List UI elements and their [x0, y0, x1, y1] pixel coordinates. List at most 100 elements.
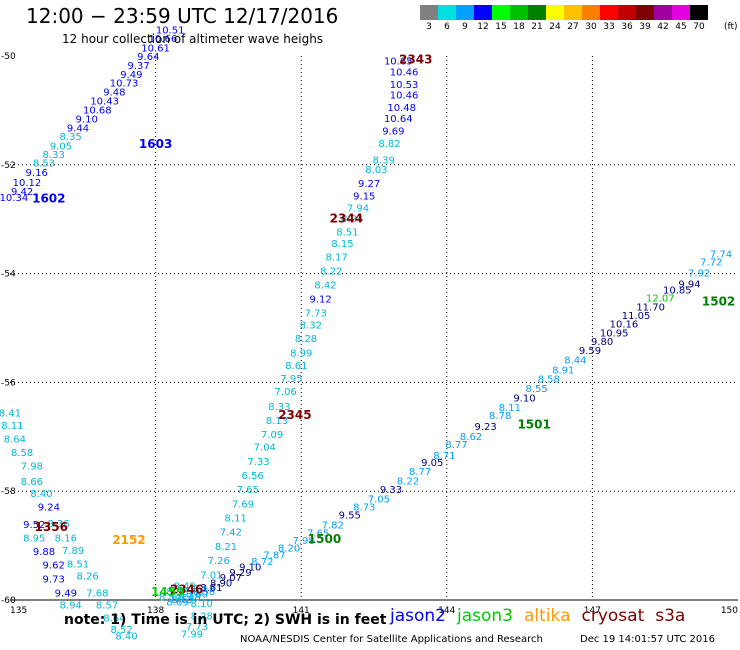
data-point-label: 9.15 [353, 191, 375, 202]
data-point-label: 9.62 [43, 561, 65, 572]
data-point-label: 7.82 [322, 520, 344, 531]
data-point-label: 8.64 [4, 435, 26, 446]
data-point-label: 10.51 [156, 25, 185, 36]
data-point-label: 10.34 [0, 193, 28, 204]
data-point-label: 8.15 [331, 239, 353, 250]
pass-time-label: 2152 [112, 533, 145, 547]
data-point-label: 10.65 [384, 56, 413, 67]
data-point-label: 7.65 [237, 485, 259, 496]
data-point-label: 7.98 [21, 462, 43, 473]
data-point-label: 8.11 [225, 513, 247, 524]
color-scale-label: 21 [531, 22, 543, 32]
data-point-label: 7.89 [62, 546, 84, 557]
data-point-label: 8.12 [193, 584, 215, 595]
data-point-label: 7.73 [305, 308, 327, 319]
data-point-label: 7.65 [307, 529, 329, 540]
data-point-label: 8.26 [77, 572, 99, 583]
data-point-label: 9.88 [33, 547, 55, 558]
data-point-label: 10.61 [141, 43, 170, 54]
data-point-label: 8.11 [1, 421, 23, 432]
data-point-label: 8.24 [341, 214, 363, 225]
data-point-label: 8.52 [110, 625, 132, 636]
data-point-label: 9.05 [421, 458, 443, 469]
data-point-label: 10.73 [110, 79, 139, 90]
legend-item-jason2: jason2 [390, 606, 446, 626]
data-point-label: 9.44 [67, 123, 89, 134]
data-point-label: 8.10 [191, 599, 213, 610]
data-point-label: 9.29 [229, 568, 251, 579]
data-point-label: 9.52 [23, 520, 45, 531]
data-point-label: 8.32 [300, 320, 322, 331]
data-point-label: 8.44 [564, 356, 586, 367]
y-tick-label: -58 [1, 487, 16, 497]
data-point-label: 8.28 [295, 334, 317, 345]
data-point-label: 8.72 [251, 557, 273, 568]
color-scale-label: 42 [657, 22, 669, 32]
legend-item-altika: altika [524, 606, 571, 626]
color-scale-label: 6 [444, 22, 450, 32]
data-point-label: 10.66 [149, 34, 178, 45]
color-scale-label: 30 [585, 22, 597, 32]
data-point-label: 9.94 [678, 279, 700, 290]
pass-time-label: 1459 [151, 585, 184, 599]
data-point-label: 8.71 [433, 451, 455, 462]
data-point-label: 7.74 [710, 250, 732, 261]
color-scale-label: 3 [426, 22, 432, 32]
data-point-label: 9.12 [309, 295, 331, 306]
footnote: note: 1) Time is in UTC; 2) SWH is in fe… [64, 612, 387, 628]
data-point-label: 7.68 [86, 588, 108, 599]
data-point-label: 8.77 [445, 440, 467, 451]
data-point-label: 9.64 [137, 52, 159, 63]
data-point-label: 8.21 [215, 542, 237, 553]
data-point-label: 8.60 [186, 590, 208, 601]
data-point-label: 7.05 [368, 494, 390, 505]
x-tick-label: 138 [147, 606, 164, 616]
data-point-label: 8.78 [489, 411, 511, 422]
color-scale-label: 12 [477, 22, 489, 32]
color-scale-label: 15 [495, 22, 507, 32]
data-point-label: 7.42 [220, 528, 242, 539]
color-scale-swatch [600, 5, 618, 20]
y-tick-label: -54 [1, 270, 16, 280]
data-point-label: 8.66 [21, 477, 43, 488]
data-point-label: 9.23 [474, 422, 496, 433]
color-scale-label: 18 [513, 22, 525, 32]
data-point-label: 8.33 [268, 402, 290, 413]
color-scale-swatch [636, 5, 654, 20]
data-point-label: 10.68 [83, 105, 112, 116]
pass-time-label: 1500 [308, 532, 341, 546]
data-point-label: 8.82 [378, 139, 400, 150]
color-scale-label: 70 [693, 22, 705, 32]
y-tick-label: -52 [1, 161, 16, 171]
data-point-label: 7.92 [688, 269, 710, 280]
data-point-label: 7.09 [261, 430, 283, 441]
color-scale-swatch [564, 5, 582, 20]
pass-time-label: 1602 [32, 192, 65, 206]
color-scale-swatch [528, 5, 546, 20]
data-point-label: 9.24 [38, 503, 60, 514]
data-point-label: 9.59 [579, 346, 601, 357]
y-tick-label: -60 [1, 596, 16, 606]
pass-time-label: 1603 [139, 137, 172, 151]
color-scale-label: 36 [621, 22, 633, 32]
color-scale-swatch [672, 5, 690, 20]
pass-time-label: 2343 [399, 52, 432, 66]
data-point-label: 7.26 [208, 556, 230, 567]
data-point-label: 10.46 [390, 91, 419, 102]
x-tick-label: 141 [293, 606, 310, 616]
data-point-label: 10.85 [663, 285, 692, 296]
data-point-label: 8.57 [96, 600, 118, 611]
data-point-label: 8.48 [178, 592, 200, 603]
data-point-label: 8.22 [397, 476, 419, 487]
data-point-label: 8.16 [55, 534, 77, 545]
data-point-label: 9.37 [127, 61, 149, 72]
timestamp: Dec 19 14:01:57 UTC 2016 [580, 634, 715, 645]
data-point-label: 7.98 [292, 536, 314, 547]
data-point-label: 8.58 [11, 448, 33, 459]
satellite-legend: jason2 jason3 altika cryosat s3a [390, 606, 696, 626]
pass-time-label: 1502 [702, 294, 735, 308]
data-point-label: 7.72 [700, 258, 722, 269]
data-point-label: 8.61 [285, 361, 307, 372]
color-scale-swatch [690, 5, 708, 20]
